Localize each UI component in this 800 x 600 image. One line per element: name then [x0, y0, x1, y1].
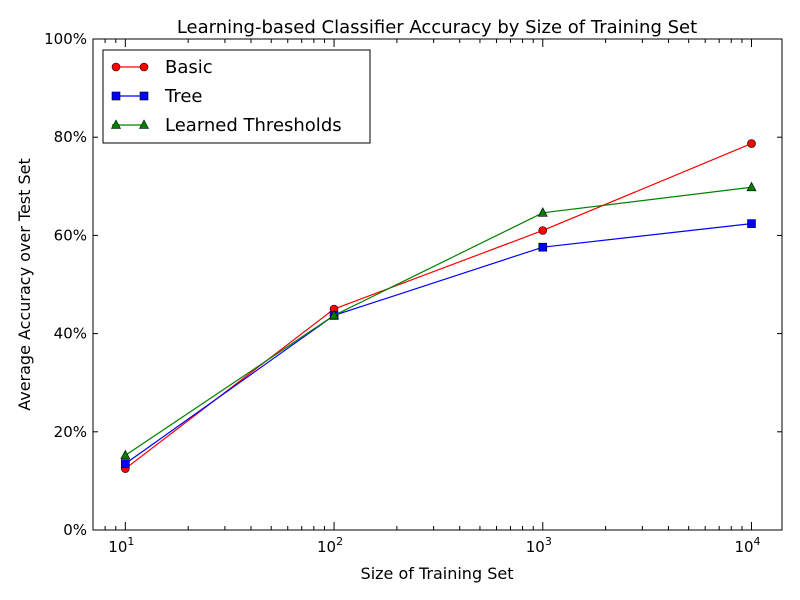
axis-ticks: 0% 20% 40% 60% 80% 100% 101 102 103 104 [44, 30, 782, 556]
legend-marker [111, 91, 121, 101]
legend-marker [139, 91, 149, 101]
series-layer [120, 139, 757, 473]
y-tick-label: 80% [54, 128, 87, 146]
y-tick-label: 40% [54, 325, 87, 343]
data-point [538, 226, 548, 235]
y-tick-label: 100% [44, 30, 87, 48]
legend-marker [139, 62, 149, 72]
y-tick-label: 20% [54, 423, 87, 441]
data-point [747, 219, 756, 228]
series-line [124, 223, 752, 465]
legend: Basic Tree Learned Thresholds [102, 49, 371, 144]
data-point [329, 309, 340, 320]
series-learned-thresholds [120, 181, 757, 460]
data-point [121, 459, 130, 469]
legend-item: Learned Thresholds [111, 115, 342, 136]
y-axis-label: Average Accuracy over Test Set [15, 158, 34, 411]
x-axis-label: Size of Training Set [361, 564, 514, 583]
y-tick-label: 0% [63, 521, 87, 539]
data-point [746, 181, 757, 192]
chart-title: Learning-based Classifier Accuracy by Si… [177, 17, 697, 38]
legend-marker [111, 119, 121, 129]
data-point [747, 139, 756, 148]
legend-label: Basic [165, 57, 213, 78]
legend-item: Tree [111, 86, 203, 107]
x-tick-label: 104 [734, 535, 760, 556]
legend-label: Tree [164, 86, 203, 107]
x-tick-label: 103 [526, 535, 552, 556]
x-tick-label: 102 [317, 535, 343, 556]
data-point [538, 242, 548, 252]
legend-marker [111, 62, 121, 72]
y-tick-label: 60% [54, 226, 87, 244]
series-line [124, 143, 752, 470]
data-point [537, 207, 548, 217]
data-point [120, 449, 131, 460]
series-line [124, 186, 752, 456]
legend-marker [139, 119, 149, 129]
x-tick-label: 101 [108, 535, 134, 556]
legend-item: Basic [111, 57, 213, 78]
legend-label: Learned Thresholds [165, 115, 342, 136]
